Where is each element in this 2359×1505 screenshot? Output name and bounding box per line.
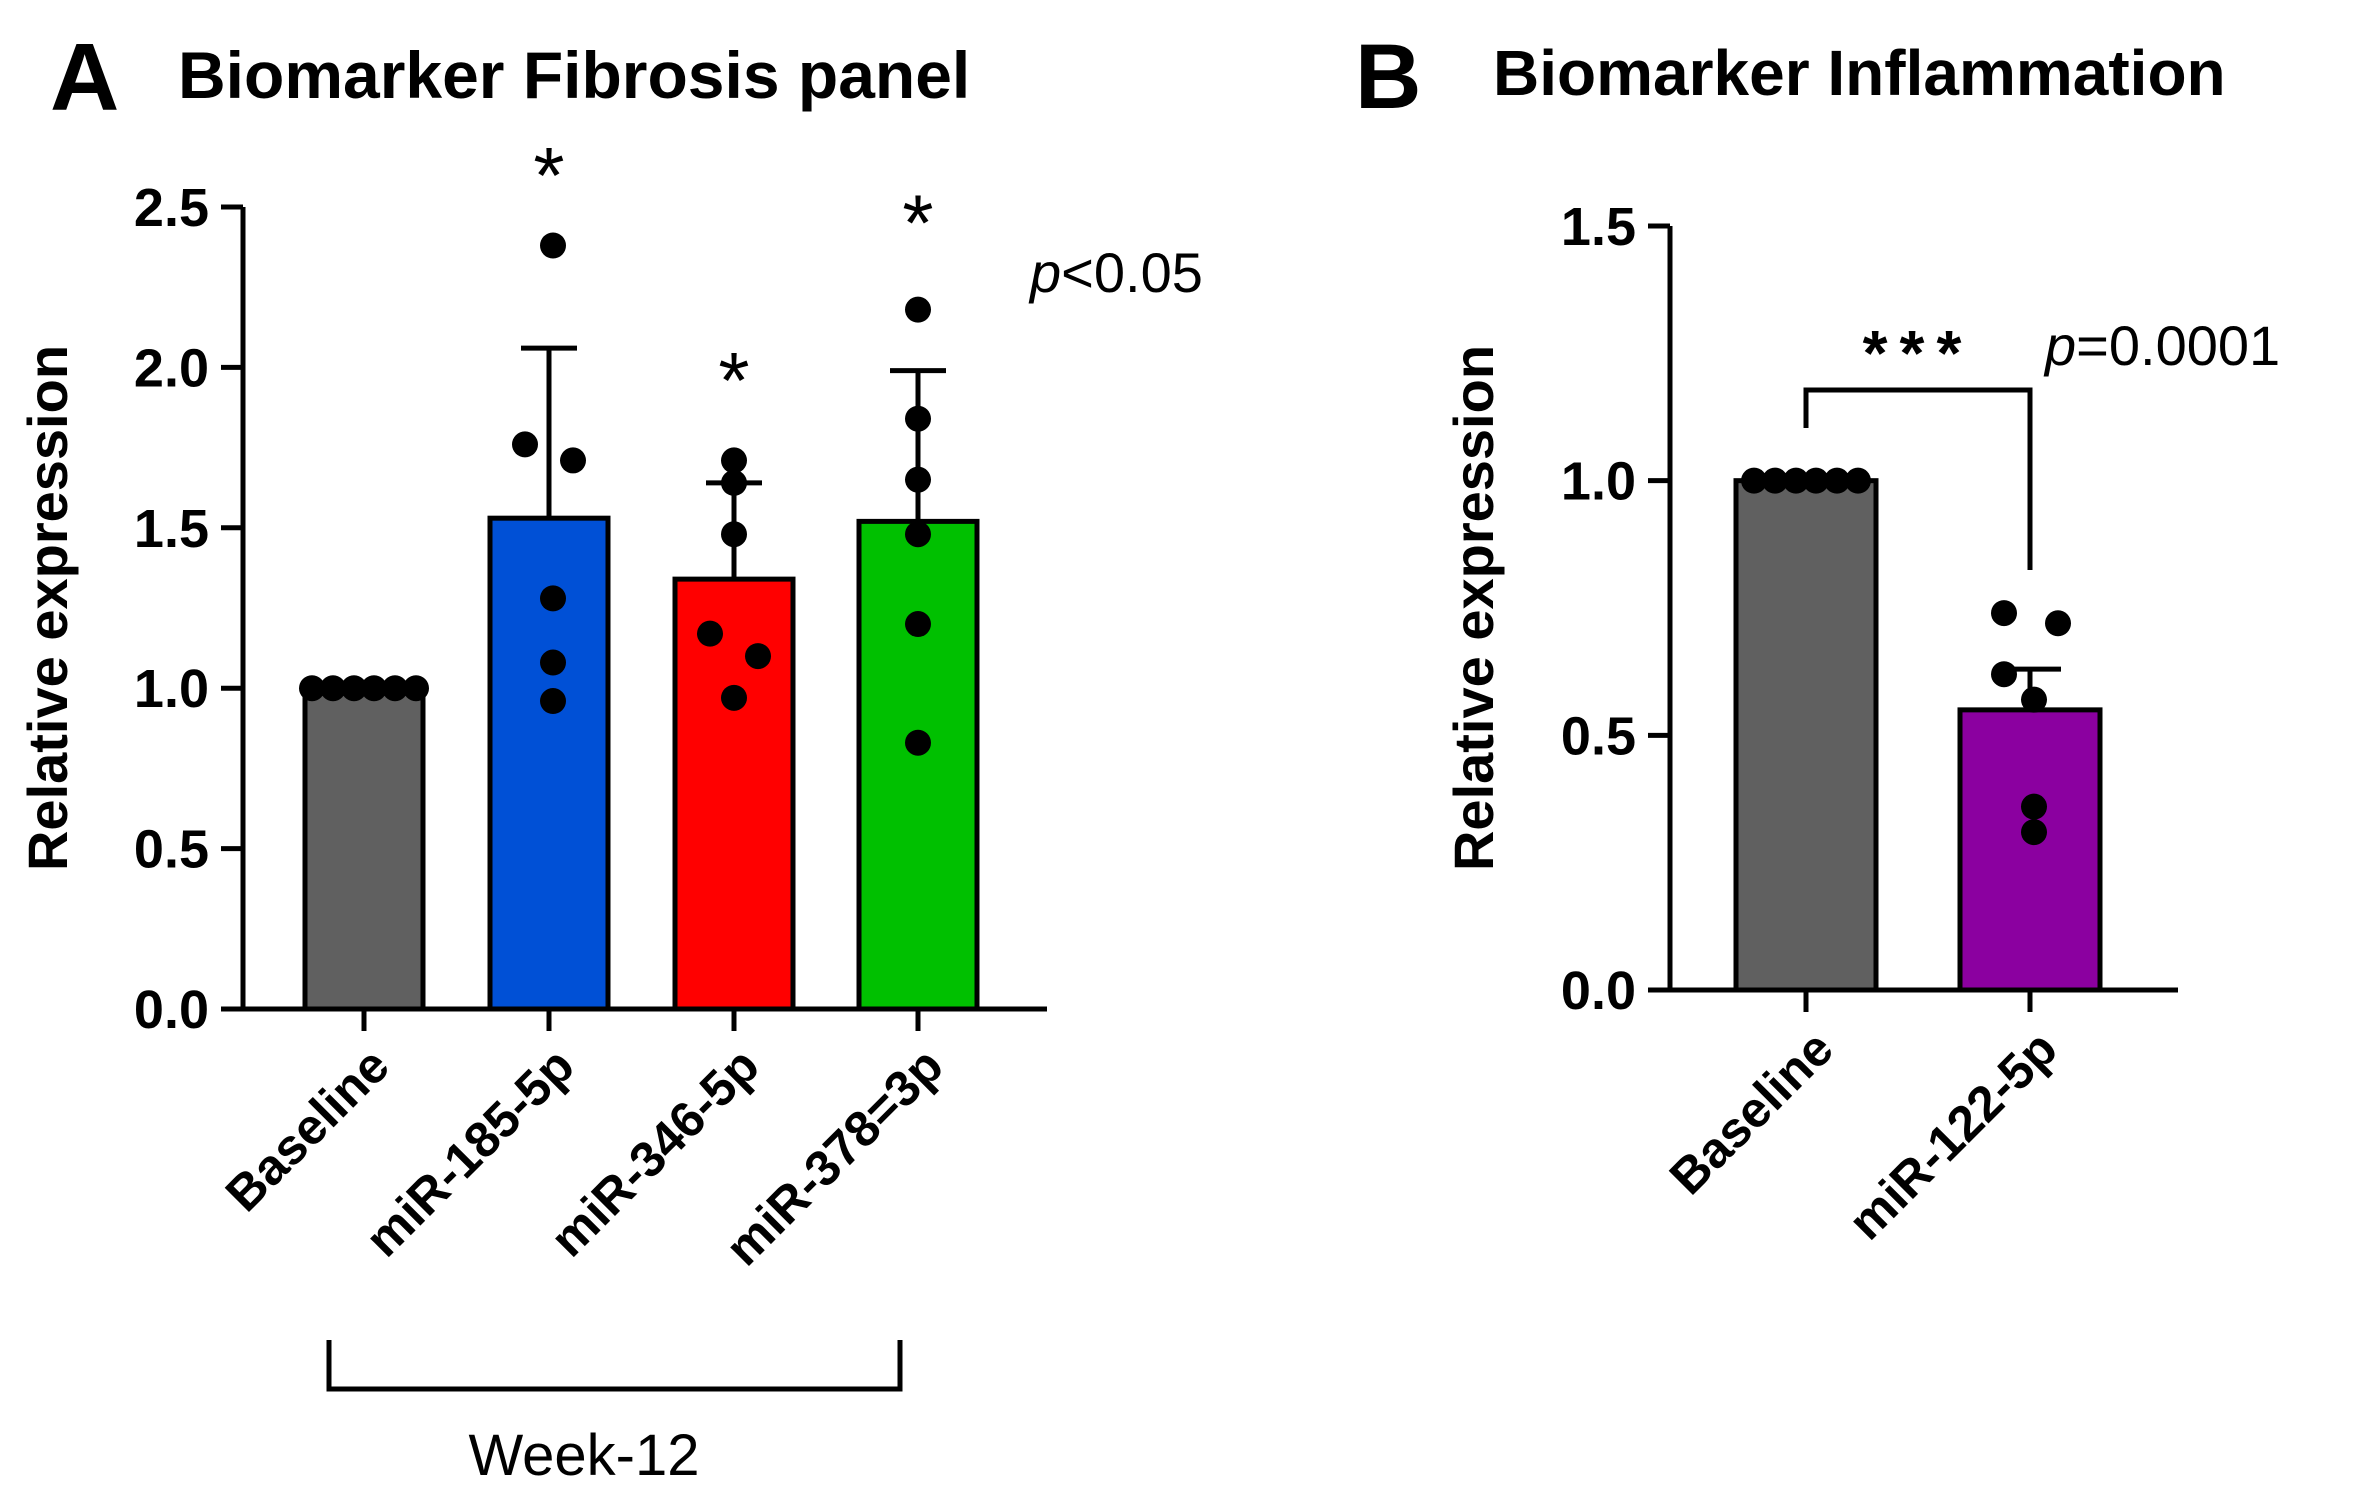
panel-a-point-0-4 bbox=[382, 675, 408, 702]
panel-a-ytick-label-4: 2.0 bbox=[134, 338, 209, 398]
panel-a-ytick-label-0: 0.0 bbox=[134, 980, 209, 1040]
panel-a-point-1-0 bbox=[540, 232, 566, 259]
panel-a-point-0-3 bbox=[361, 675, 387, 702]
panel-a-plot: BaselinemiR-185-5pmiR-346-5pmiR-378=3p0.… bbox=[134, 131, 1047, 1392]
panel-a-xtick-label-0: Baseline bbox=[215, 1037, 400, 1222]
panel-a-p-text: <0.05 bbox=[1061, 241, 1203, 304]
panel-a-point-3-3 bbox=[905, 521, 931, 548]
panel-b-point-0-1 bbox=[1762, 467, 1788, 494]
panel-a-ylabel: Relative expression bbox=[16, 345, 79, 871]
panel-a-point-3-0 bbox=[905, 296, 931, 323]
panel-a-pvalue: p<0.05 bbox=[1028, 241, 1203, 304]
panel-b-point-0-4 bbox=[1824, 467, 1850, 494]
panel-a-point-0-0 bbox=[299, 675, 325, 702]
panel-a-point-1-4 bbox=[540, 649, 566, 676]
panel-a-point-1-2 bbox=[560, 447, 586, 474]
panel-b-xtick-label-1: miR-122-5p bbox=[1838, 1020, 2068, 1250]
panel-b-xtick-label-0: Baseline bbox=[1659, 1020, 1844, 1205]
panel-a-point-1-3 bbox=[540, 585, 566, 612]
panel-a-point-0-5 bbox=[403, 675, 429, 702]
panel-b-point-0-5 bbox=[1845, 467, 1871, 494]
panel-b-point-0-0 bbox=[1741, 467, 1767, 494]
panel-a-ytick-label-5: 2.5 bbox=[134, 178, 209, 238]
panel-a-point-2-5 bbox=[721, 684, 747, 711]
panel-a-ytick-label-1: 0.5 bbox=[134, 820, 209, 880]
panel-a-point-0-1 bbox=[320, 675, 346, 702]
panel-a-ytick-label-3: 1.5 bbox=[134, 499, 209, 559]
panel-b-p-italic: p bbox=[2043, 314, 2076, 377]
panel-a-bar-3 bbox=[856, 518, 980, 1012]
panel-b-ylabel: Relative expression bbox=[1442, 345, 1505, 871]
panel-b-letter: B bbox=[1355, 26, 1421, 128]
panel-a-point-1-5 bbox=[540, 688, 566, 715]
panel-a-group-bracket bbox=[326, 1340, 903, 1392]
panel-a-group-label: Week-12 bbox=[468, 1423, 699, 1488]
panel-a-point-3-2 bbox=[905, 466, 931, 493]
panel-a-significance-2: * bbox=[718, 336, 749, 425]
panel-b-ytick-label-0: 0.0 bbox=[1561, 961, 1636, 1021]
panel-a-point-2-1 bbox=[721, 469, 747, 496]
panel-a-point-1-1 bbox=[512, 431, 538, 458]
panel-b-significance-bracket bbox=[1803, 387, 2033, 570]
panel-b-bar-1 bbox=[1957, 707, 2103, 993]
panel-b-ytick-label-3: 1.5 bbox=[1561, 197, 1636, 257]
panel-b-point-1-0 bbox=[1991, 600, 2017, 627]
panel-a-point-3-1 bbox=[905, 405, 931, 432]
panel-a-point-2-2 bbox=[721, 521, 747, 548]
panel-b-significance-stars: *** bbox=[1863, 317, 1974, 389]
panel-a-ytick-label-2: 1.0 bbox=[134, 659, 209, 719]
panel-b-p-text: =0.0001 bbox=[2076, 314, 2280, 377]
panel-b-bar-0 bbox=[1733, 478, 1879, 993]
panel-a-point-0-2 bbox=[341, 675, 367, 702]
panel-a-point-2-0 bbox=[721, 447, 747, 474]
panel-a-letter: A bbox=[50, 24, 119, 131]
panel-b-ytick-label-2: 1.0 bbox=[1561, 452, 1636, 512]
panel-a-point-2-3 bbox=[697, 620, 723, 647]
panel-b-pvalue: p=0.0001 bbox=[2043, 314, 2280, 377]
panel-a-point-3-5 bbox=[905, 729, 931, 756]
panel-a-point-2-4 bbox=[745, 643, 771, 670]
panel-a-point-3-4 bbox=[905, 611, 931, 638]
panel-a-p-italic: p bbox=[1028, 241, 1061, 304]
panel-b-point-1-4 bbox=[2021, 793, 2047, 820]
panel-b-title: Biomarker Inflammation bbox=[1493, 37, 2226, 109]
panel-a-significance-1: * bbox=[533, 131, 564, 220]
panel-b-point-1-5 bbox=[2021, 819, 2047, 846]
panel-a-bar-0 bbox=[302, 685, 426, 1012]
panel-b-point-1-1 bbox=[2045, 610, 2071, 637]
panel-b-point-0-3 bbox=[1803, 467, 1829, 494]
panel-a-title: Biomarker Fibrosis panel bbox=[178, 38, 970, 112]
panel-a-significance-3: * bbox=[902, 179, 933, 268]
panel-b-point-1-2 bbox=[1991, 661, 2017, 688]
panel-b-point-1-3 bbox=[2021, 686, 2047, 713]
panel-b-point-0-2 bbox=[1783, 467, 1809, 494]
panel-a-bar-2 bbox=[672, 576, 796, 1012]
panel-b-ytick-label-1: 0.5 bbox=[1561, 706, 1636, 766]
